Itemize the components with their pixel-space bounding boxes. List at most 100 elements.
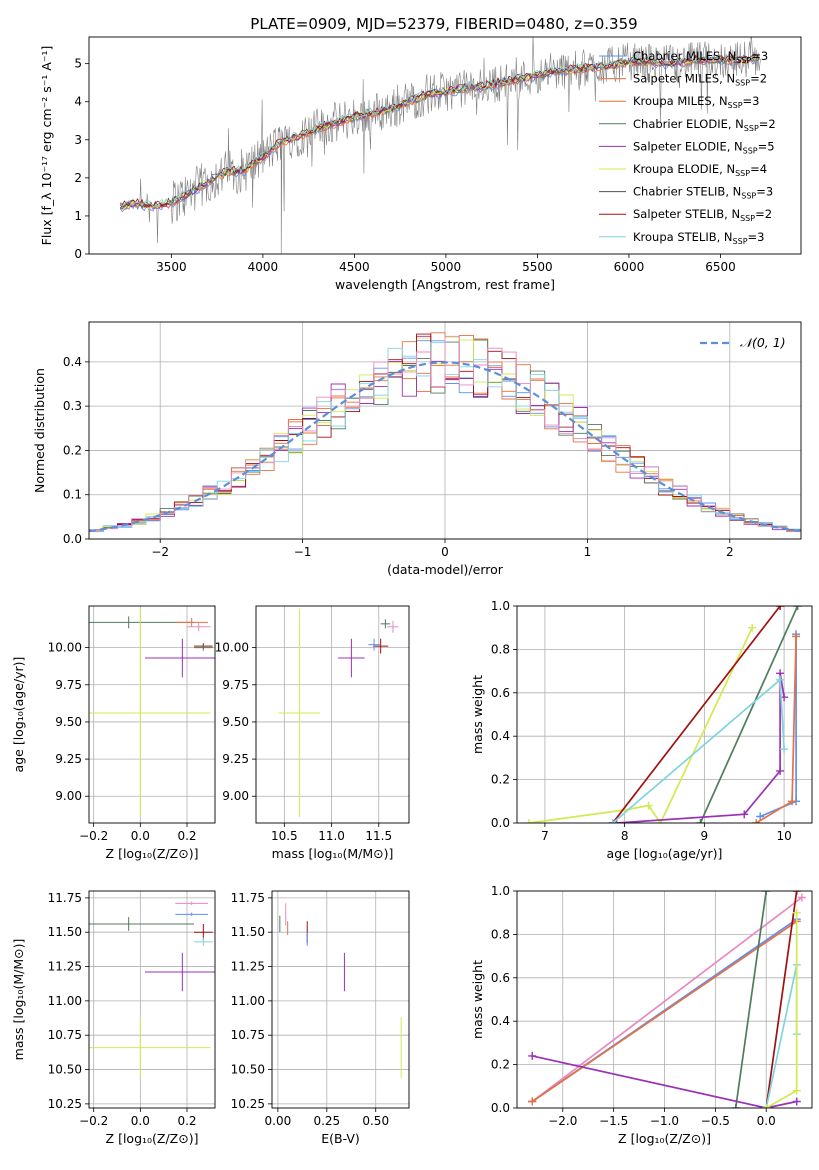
x-tick-label: 0.25 xyxy=(313,1114,340,1128)
x-tick-label: 0.2 xyxy=(177,829,196,843)
y-axis-label: mass [log₁₀(M/M⊙)] xyxy=(11,939,26,1061)
plus-marker xyxy=(776,766,785,775)
model-line-salpeter-elodie xyxy=(119,53,760,210)
plus-marker xyxy=(797,893,806,902)
legend-label: Salpeter MILES, NSSP=2 xyxy=(633,72,767,88)
plus-marker xyxy=(776,675,785,684)
legend-label: Salpeter STELIB, NSSP=2 xyxy=(633,207,772,223)
y-tick-label: 11.50 xyxy=(48,925,82,939)
panel-age-vs-Z: −0.2 0.0 0.2 9.00 9.25 9.50 9.75 10.00 Z [log₁₀(… xyxy=(11,605,216,861)
mass-weight-series-2 xyxy=(699,606,799,823)
plus-marker xyxy=(776,606,785,610)
panel-mass-vs-Z: −0.2 0.0 0.2 10.25 10.50 10.75 11.00 11.25 11.50… xyxy=(11,890,216,1146)
panel-mass-weight-vs-Z: −2.0 −1.5 −1.0 −0.5 0.0 0.0 0.2 0.4 0.6 0.8 1.0 Z [… xyxy=(470,884,813,1146)
plus-marker xyxy=(788,797,797,806)
y-tick-label: 0.8 xyxy=(491,642,510,656)
y-tick-label: 1.0 xyxy=(491,884,510,898)
y-tick-label: 0.2 xyxy=(491,773,510,787)
x-tick-label: −1 xyxy=(294,545,312,559)
y-tick-label: 9.25 xyxy=(222,752,249,766)
x-tick-label: 6500 xyxy=(705,260,736,274)
spectrum-legend: Chabrier MILES, NSSP=3 Salpeter MILES, NS… xyxy=(599,49,776,246)
y-axis-label: age [log₁₀(age/yr)] xyxy=(11,657,26,773)
y-tick-label: 9.50 xyxy=(55,715,82,729)
model-line-chabrier-stelib xyxy=(119,54,760,209)
y-tick-label: 10.00 xyxy=(48,641,82,655)
legend-label: 𝒩(0, 1) xyxy=(740,335,786,350)
mass-weight-series-4 xyxy=(765,891,798,1108)
normal-curve-line xyxy=(89,361,801,533)
mass-weight-series-6 xyxy=(755,636,797,823)
plus-marker xyxy=(762,1104,771,1108)
y-tick-label: 4 xyxy=(74,95,82,109)
y-tick-label: 11.00 xyxy=(231,994,265,1008)
x-axis-label: Z [log₁₀(Z/Z⊙)] xyxy=(106,846,199,861)
mass-weight-series-5 xyxy=(532,1055,797,1108)
axes-frame xyxy=(88,890,216,1109)
y-tick-label: 5 xyxy=(74,57,82,71)
y-axis-label: Normed distribution xyxy=(32,368,47,493)
plus-marker xyxy=(792,908,801,917)
plus-marker xyxy=(644,801,653,810)
x-tick-label: 4000 xyxy=(248,260,279,274)
plus-marker xyxy=(792,1086,801,1095)
plot-area xyxy=(279,903,402,1078)
y-tick-label: 11.75 xyxy=(48,891,82,905)
x-tick-label: 6000 xyxy=(614,260,645,274)
plot-area xyxy=(278,608,399,818)
x-tick-label: 0.0 xyxy=(757,1114,776,1128)
plot-area xyxy=(524,606,802,823)
mass-weight-series-6 xyxy=(765,964,798,1108)
x-tick-label: 11.0 xyxy=(318,829,345,843)
y-tick-label: 9.75 xyxy=(55,678,82,692)
y-tick-label: 0.0 xyxy=(63,532,82,546)
y-tick-label: 9.25 xyxy=(55,752,82,766)
y-tick-label: 11.75 xyxy=(231,891,265,905)
model-line-kroupa-stelib xyxy=(119,52,760,207)
y-tick-label: 10.75 xyxy=(231,1028,265,1042)
x-tick-label: −0.2 xyxy=(79,829,108,843)
x-tick-label: 11.5 xyxy=(365,829,392,843)
y-axis-label: mass weight xyxy=(470,675,485,754)
plus-marker xyxy=(740,810,749,819)
plot-area xyxy=(89,608,215,818)
plus-marker xyxy=(792,891,801,895)
mass-weight-series-0 xyxy=(531,896,803,1103)
x-axis-label: mass [log₁₀(M/M⊙)] xyxy=(272,846,394,861)
y-tick-label: 10.75 xyxy=(48,1028,82,1042)
plus-marker xyxy=(792,1097,801,1106)
y-tick-label: 0.1 xyxy=(63,488,82,502)
plus-marker xyxy=(528,1097,537,1106)
y-axis-label: mass weight xyxy=(470,960,485,1039)
panel-spectrum: 3500 4000 4500 5000 5500 6000 6500 0 1 2 3 4 5 wavele… xyxy=(39,36,802,292)
y-tick-label: 0 xyxy=(74,247,82,261)
mass-weight-series-3 xyxy=(734,891,768,1108)
plus-marker xyxy=(762,891,771,895)
y-tick-label: 1 xyxy=(74,209,82,223)
y-tick-label: 3 xyxy=(74,133,82,147)
y-tick-label: 11.00 xyxy=(48,994,82,1008)
plus-marker xyxy=(752,819,761,823)
x-tick-label: −1.5 xyxy=(599,1114,628,1128)
plus-marker xyxy=(608,819,617,823)
x-tick-label: 0.0 xyxy=(131,829,150,843)
y-tick-label: 0.2 xyxy=(63,443,82,457)
axes-frame xyxy=(516,890,813,1109)
x-tick-label: −0.2 xyxy=(79,1114,108,1128)
x-tick-label: 3500 xyxy=(156,260,187,274)
y-tick-label: 0.4 xyxy=(491,729,510,743)
axes-frame xyxy=(255,605,410,824)
y-tick-label: 0.6 xyxy=(491,686,510,700)
plot-area xyxy=(89,901,215,1078)
y-tick-label: 11.50 xyxy=(231,925,265,939)
y-tick-label: 2 xyxy=(74,171,82,185)
plot-area xyxy=(528,891,806,1108)
y-tick-label: 0.4 xyxy=(491,1014,510,1028)
x-tick-label: 7 xyxy=(541,829,549,843)
panel-residual-histogram: −2 −1 0 1 2 0.0 0.1 0.2 0.3 0.4 (data-model)/error… xyxy=(32,321,802,577)
x-tick-label: 4500 xyxy=(339,260,370,274)
x-axis-label: age [log₁₀(age/yr)] xyxy=(607,846,723,861)
axes-frame xyxy=(271,890,410,1109)
plus-marker xyxy=(792,632,801,641)
y-axis-label: Flux [f_λ 10⁻¹⁷ erg cm⁻² s⁻¹ A⁻¹] xyxy=(39,46,54,246)
